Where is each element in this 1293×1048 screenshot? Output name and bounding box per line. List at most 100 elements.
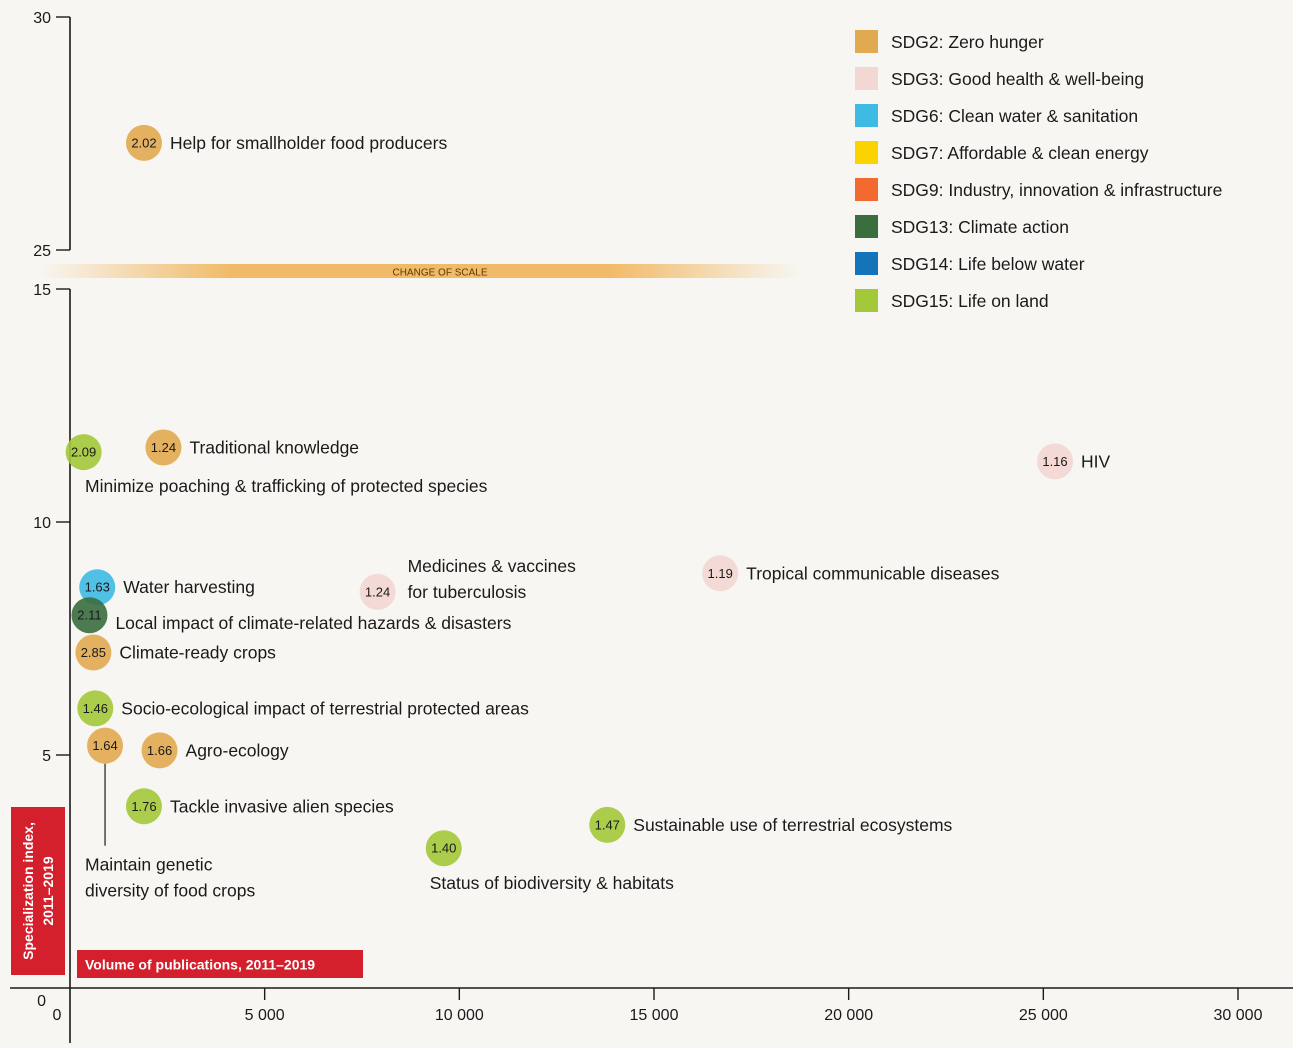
point-name-label: Traditional knowledge: [189, 437, 359, 457]
legend-label-sdg15: SDG15: Life on land: [891, 291, 1049, 311]
point-marker: [425, 830, 462, 867]
point-value-label: 1.76: [131, 799, 156, 814]
legend-swatch-sdg14: [855, 252, 878, 275]
legend-label-sdg6: SDG6: Clean water & sanitation: [891, 106, 1138, 126]
y-tick-label: 30: [33, 10, 51, 27]
data-point: 1.76 Tackle invasive alien species: [125, 788, 394, 825]
point-name-label: Tropical communicable diseases: [746, 563, 999, 583]
y-tick-label: 5: [42, 748, 51, 765]
data-point: 1.19 Tropical communicable diseases: [702, 555, 1000, 592]
point-value-label: 2.09: [71, 445, 96, 460]
legend-label-sdg7: SDG7: Affordable & clean energy: [891, 143, 1149, 163]
point-value-label: 1.64: [92, 738, 117, 753]
point-name-label: for tuberculosis: [408, 582, 527, 602]
y-tick-label: 15: [33, 282, 51, 299]
x-tick-label: 20 000: [824, 1007, 873, 1024]
point-value-label: 2.85: [81, 645, 106, 660]
change-of-scale-band: [40, 264, 800, 278]
scale-break-group: CHANGE OF SCALE: [40, 264, 800, 279]
point-value-label: 1.46: [83, 701, 108, 716]
data-point: 1.24 Traditional knowledge: [145, 429, 359, 466]
data-point: 2.85 Climate-ready crops: [75, 634, 276, 671]
point-marker: [125, 124, 162, 161]
data-point: 1.47 Sustainable use of terrestrial ecosy…: [589, 806, 953, 843]
axes-group: 0 5 10 15 25 30 0 5 000 10 000 15 000 20 000 25 000…: [10, 10, 1293, 1043]
point-name-label: Socio-ecological impact of terrestrial p…: [121, 698, 529, 718]
legend-label-sdg9: SDG9: Industry, innovation & infrastruct…: [891, 180, 1222, 200]
data-point: 1.46 Socio-ecological impact of terrestri…: [77, 690, 529, 727]
point-name-label: Maintain genetic: [85, 855, 213, 875]
legend-label-sdg14: SDG14: Life below water: [891, 254, 1085, 274]
point-marker: [65, 434, 102, 471]
point-name-label: diversity of food crops: [85, 881, 255, 901]
x-axis-title-box: [77, 950, 363, 978]
point-name-label: Tackle invasive alien species: [170, 796, 394, 816]
point-value-label: 1.63: [85, 580, 110, 595]
point-name-label: Water harvesting: [123, 577, 255, 597]
axis-titles-group: Specialization index, 2011–2019 Volume of …: [11, 807, 363, 978]
legend-swatch-sdg6: [855, 104, 878, 127]
point-marker: [702, 555, 739, 592]
data-point: 1.64 Maintain genetic diversity of food cr…: [85, 727, 255, 901]
legend-label-sdg3: SDG3: Good health & well-being: [891, 69, 1144, 89]
point-value-label: 1.16: [1042, 454, 1067, 469]
point-marker: [589, 806, 626, 843]
data-point: 1.40 Status of biodiversity & habitats: [425, 830, 674, 893]
point-value-label: 1.40: [431, 841, 456, 856]
point-name-label: Sustainable use of terrestrial ecosystem…: [633, 815, 952, 835]
legend-swatch-sdg3: [855, 67, 878, 90]
x-tick-label: 10 000: [435, 1007, 484, 1024]
data-point: 1.24 Medicines & vaccines for tuberculosis: [359, 556, 576, 610]
x-tick-label: 25 000: [1019, 1007, 1068, 1024]
point-value-label: 2.02: [131, 135, 156, 150]
point-name-label: Agro-ecology: [186, 740, 289, 760]
y-axis-title-line-1: Specialization index,: [20, 822, 36, 960]
point-value-label: 1.19: [708, 566, 733, 581]
data-point: 1.63 Water harvesting: [79, 569, 255, 606]
x-axis-title: Volume of publications, 2011–2019: [85, 957, 315, 973]
y-tick-label: 10: [33, 515, 51, 532]
point-marker: [75, 634, 112, 671]
point-name-label: Minimize poaching & trafficking of prote…: [85, 476, 488, 496]
x-tick-label: 30 000: [1214, 1007, 1263, 1024]
point-marker: [77, 690, 114, 727]
legend-swatch-sdg9: [855, 178, 878, 201]
point-marker: [141, 732, 178, 769]
data-point: 2.02 Help for smallholder food producers: [125, 124, 447, 161]
point-name-label: Help for smallholder food producers: [170, 133, 447, 153]
point-value-label: 1.47: [595, 817, 620, 832]
data-point: 1.16 HIV: [1037, 443, 1111, 480]
point-name-label: HIV: [1081, 451, 1111, 471]
legend-label-sdg13: SDG13: Climate action: [891, 217, 1069, 237]
point-marker: [87, 727, 124, 764]
point-marker: [125, 788, 162, 825]
point-value-label: 1.24: [365, 584, 390, 599]
x-tick-label: 15 000: [630, 1007, 679, 1024]
legend-swatch-sdg7: [855, 141, 878, 164]
legend-label-sdg2: SDG2: Zero hunger: [891, 32, 1044, 52]
legend: SDG2: Zero hunger SDG3: Good health & wel…: [855, 30, 1222, 312]
change-of-scale-label: CHANGE OF SCALE: [392, 268, 487, 279]
point-marker: [1037, 443, 1074, 480]
data-point: 2.09 Minimize poaching & trafficking of p…: [65, 434, 488, 496]
y-tick-label: 0: [37, 993, 46, 1010]
point-value-label: 2.11: [77, 608, 101, 623]
x-tick-label: 5 000: [245, 1007, 285, 1024]
y-axis-title-line-2: 2011–2019: [40, 856, 56, 926]
legend-swatch-sdg13: [855, 215, 878, 238]
point-name-label: Local impact of climate-related hazards …: [115, 613, 511, 633]
y-axis-title-box: [11, 807, 65, 975]
point-value-label: 1.66: [147, 743, 172, 758]
point-marker: [71, 597, 108, 634]
data-point: 1.66 Agro-ecology: [141, 732, 289, 769]
legend-swatch-sdg2: [855, 30, 878, 53]
data-point: 2.11 Local impact of climate-related haza…: [71, 597, 512, 634]
point-marker: [145, 429, 182, 466]
data-points-group: 2.02 Help for smallholder food producers2…: [65, 124, 1111, 901]
point-value-label: 1.24: [151, 440, 176, 455]
point-name-label: Climate-ready crops: [119, 642, 276, 662]
point-marker: [359, 573, 396, 610]
x-tick-label: 0: [53, 1007, 62, 1024]
